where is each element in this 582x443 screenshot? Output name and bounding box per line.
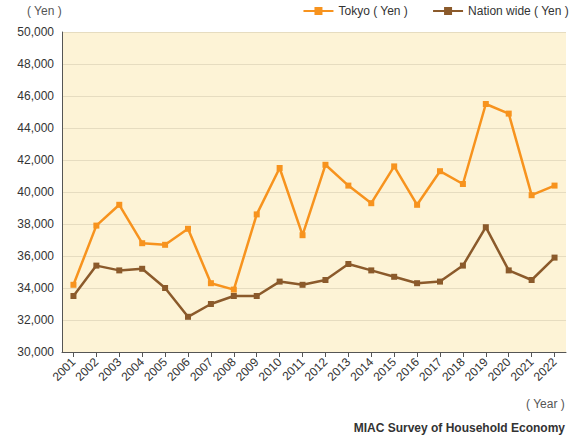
svg-text:30,000: 30,000: [17, 345, 54, 359]
svg-text:2005: 2005: [141, 355, 170, 384]
svg-text:( Year ): ( Year ): [526, 397, 565, 411]
svg-text:2021: 2021: [508, 355, 537, 384]
svg-text:2017: 2017: [416, 355, 445, 384]
svg-text:2013: 2013: [325, 355, 354, 384]
svg-text:50,000: 50,000: [17, 25, 54, 39]
svg-text:Tokyo ( Yen ): Tokyo ( Yen ): [338, 4, 407, 18]
svg-text:Nation wide ( Yen ): Nation wide ( Yen ): [468, 4, 569, 18]
svg-text:2003: 2003: [95, 355, 124, 384]
svg-text:2001: 2001: [50, 355, 79, 384]
svg-text:42,000: 42,000: [17, 153, 54, 167]
svg-text:2019: 2019: [462, 355, 491, 384]
svg-text:MIAC Survey of Household Econo: MIAC Survey of Household Economy: [354, 421, 566, 435]
svg-text:40,000: 40,000: [17, 185, 54, 199]
svg-text:2008: 2008: [210, 355, 239, 384]
svg-text:2016: 2016: [393, 355, 422, 384]
svg-text:2006: 2006: [164, 355, 193, 384]
svg-text:2009: 2009: [233, 355, 262, 384]
svg-text:38,000: 38,000: [17, 217, 54, 231]
svg-text:2011: 2011: [279, 355, 307, 383]
svg-text:2014: 2014: [347, 355, 376, 384]
svg-text:44,000: 44,000: [17, 121, 54, 135]
svg-text:36,000: 36,000: [17, 249, 54, 263]
svg-text:2020: 2020: [485, 355, 514, 384]
svg-text:2002: 2002: [73, 355, 102, 384]
svg-text:2018: 2018: [439, 355, 468, 384]
svg-text:2007: 2007: [187, 355, 216, 384]
svg-text:2015: 2015: [370, 355, 399, 384]
svg-text:46,000: 46,000: [17, 89, 54, 103]
svg-text:48,000: 48,000: [17, 57, 54, 71]
svg-text:2004: 2004: [118, 355, 147, 384]
svg-text:2022: 2022: [531, 355, 560, 384]
svg-text:2012: 2012: [302, 355, 331, 384]
svg-text:( Yen ): ( Yen ): [27, 4, 62, 18]
svg-text:32,000: 32,000: [17, 313, 54, 327]
svg-text:2010: 2010: [256, 355, 285, 384]
svg-text:34,000: 34,000: [17, 281, 54, 295]
